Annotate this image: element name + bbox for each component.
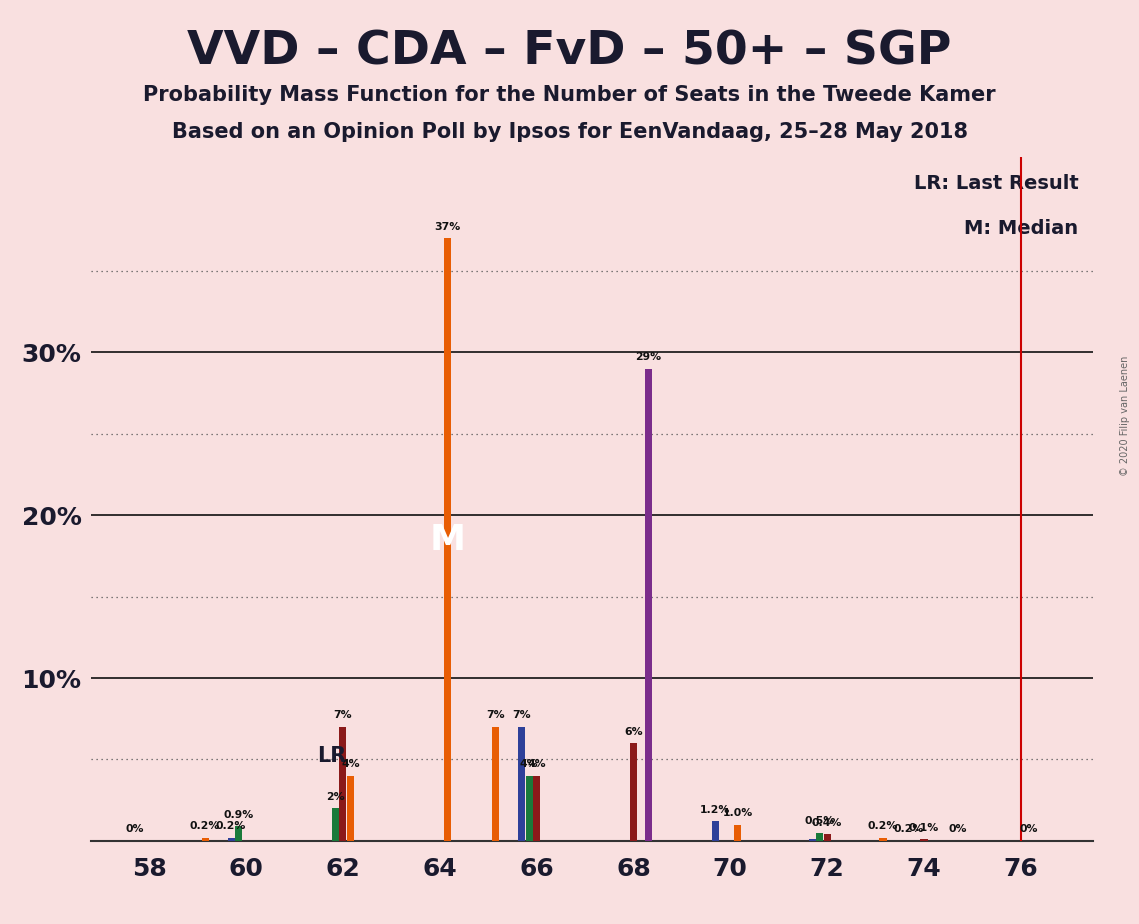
Text: 4%: 4% xyxy=(527,760,546,769)
Text: 0.4%: 0.4% xyxy=(812,818,843,828)
Text: 1.0%: 1.0% xyxy=(722,808,753,818)
Text: 0.2%: 0.2% xyxy=(894,824,924,834)
Bar xyxy=(444,238,451,841)
Text: 0.1%: 0.1% xyxy=(909,822,939,833)
Bar xyxy=(809,839,816,841)
Bar xyxy=(533,776,540,841)
Bar xyxy=(202,837,208,841)
Text: 0%: 0% xyxy=(949,824,967,834)
Bar xyxy=(712,821,719,841)
Text: LR: Last Result: LR: Last Result xyxy=(913,175,1079,193)
Text: 4%: 4% xyxy=(519,760,539,769)
Text: 6%: 6% xyxy=(624,726,642,736)
Text: 37%: 37% xyxy=(434,222,460,232)
Text: Probability Mass Function for the Number of Seats in the Tweede Kamer: Probability Mass Function for the Number… xyxy=(144,85,995,105)
Bar xyxy=(823,834,830,841)
Text: 29%: 29% xyxy=(636,352,662,362)
Text: 0.2%: 0.2% xyxy=(190,821,220,831)
Bar xyxy=(525,776,533,841)
Text: 0.2%: 0.2% xyxy=(216,821,246,831)
Text: 2%: 2% xyxy=(326,792,345,802)
Bar xyxy=(331,808,339,841)
Text: LR: LR xyxy=(317,747,346,766)
Bar xyxy=(879,837,886,841)
Text: M: M xyxy=(429,523,465,556)
Text: 7%: 7% xyxy=(334,711,352,721)
Bar xyxy=(228,837,235,841)
Text: © 2020 Filip van Laenen: © 2020 Filip van Laenen xyxy=(1121,356,1130,476)
Bar xyxy=(518,727,525,841)
Bar xyxy=(817,833,823,841)
Text: VVD – CDA – FvD – 50+ – SGP: VVD – CDA – FvD – 50+ – SGP xyxy=(187,30,952,75)
Text: 1.2%: 1.2% xyxy=(700,805,730,815)
Bar xyxy=(735,824,741,841)
Text: 0.5%: 0.5% xyxy=(804,816,835,826)
Text: 7%: 7% xyxy=(486,711,505,721)
Bar xyxy=(645,369,652,841)
Text: Based on an Opinion Poll by Ipsos for EenVandaag, 25–28 May 2018: Based on an Opinion Poll by Ipsos for Ee… xyxy=(172,122,967,142)
Text: 0.9%: 0.9% xyxy=(223,809,254,820)
Bar xyxy=(630,743,637,841)
Text: 4%: 4% xyxy=(341,760,360,769)
Bar xyxy=(235,826,243,841)
Text: 0%: 0% xyxy=(1019,824,1038,834)
Text: 7%: 7% xyxy=(513,711,531,721)
Bar xyxy=(492,727,499,841)
Text: 0%: 0% xyxy=(125,824,144,834)
Text: M: Median: M: Median xyxy=(965,219,1079,237)
Bar xyxy=(920,839,927,841)
Bar xyxy=(346,776,354,841)
Bar xyxy=(339,727,346,841)
Text: 0.2%: 0.2% xyxy=(868,821,899,831)
